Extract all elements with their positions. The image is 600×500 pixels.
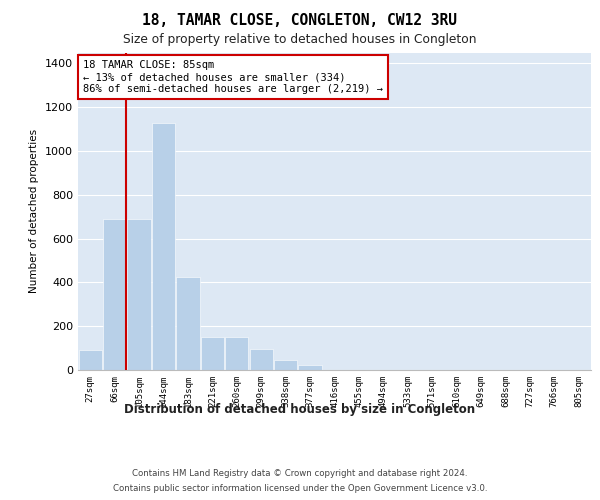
Text: 18, TAMAR CLOSE, CONGLETON, CW12 3RU: 18, TAMAR CLOSE, CONGLETON, CW12 3RU — [143, 13, 458, 28]
Y-axis label: Number of detached properties: Number of detached properties — [29, 129, 40, 294]
Bar — [176, 277, 200, 370]
Text: Distribution of detached houses by size in Congleton: Distribution of detached houses by size … — [124, 402, 476, 415]
Bar — [201, 337, 224, 370]
Bar — [103, 219, 126, 370]
Text: Size of property relative to detached houses in Congleton: Size of property relative to detached ho… — [123, 33, 477, 46]
Bar — [250, 349, 273, 370]
Bar — [79, 350, 102, 370]
Bar — [225, 337, 248, 370]
Text: 18 TAMAR CLOSE: 85sqm
← 13% of detached houses are smaller (334)
86% of semi-det: 18 TAMAR CLOSE: 85sqm ← 13% of detached … — [83, 60, 383, 94]
Bar — [152, 122, 175, 370]
Text: Contains HM Land Registry data © Crown copyright and database right 2024.: Contains HM Land Registry data © Crown c… — [132, 469, 468, 478]
Text: Contains public sector information licensed under the Open Government Licence v3: Contains public sector information licen… — [113, 484, 487, 493]
Bar — [298, 364, 322, 370]
Bar — [127, 219, 151, 370]
Bar — [274, 360, 297, 370]
